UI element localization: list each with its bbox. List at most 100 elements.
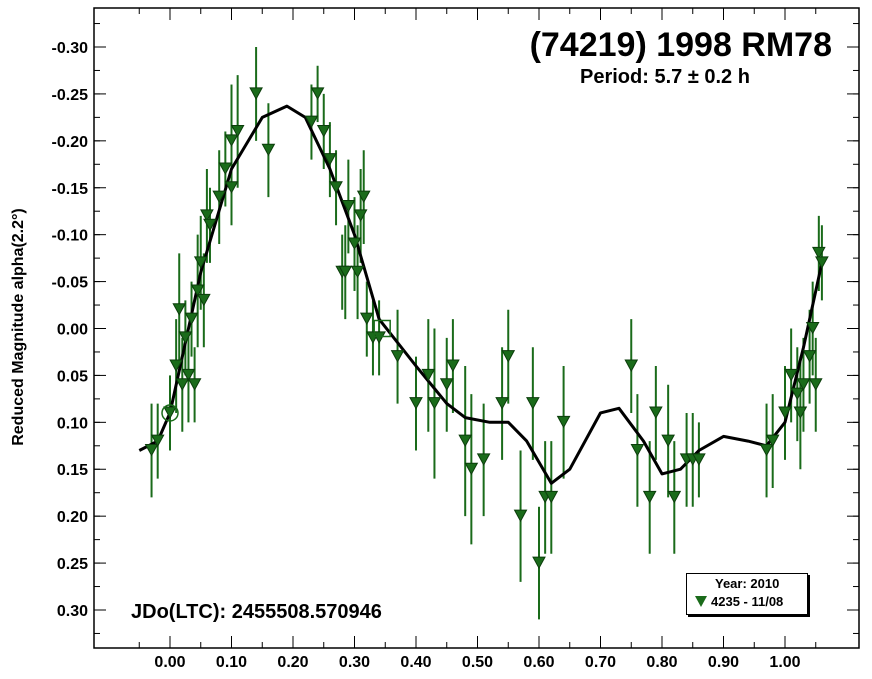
chart-title: (74219) 1998 RM78 [529,26,832,64]
data-point [224,181,239,194]
data-point [793,406,808,419]
data-point [190,284,205,298]
data-point [692,453,706,466]
data-point [304,115,319,129]
data-point [759,443,774,457]
y-tick-label: -0.20 [52,134,89,151]
y-tick-label: 0.00 [57,322,88,339]
data-point [458,434,473,448]
data-point [778,406,792,419]
x-tick-label: 0.80 [646,654,677,671]
last-point-marker [373,319,391,338]
data-point [501,350,516,363]
data-point [359,312,374,326]
data-point [790,387,805,401]
data-point [446,359,460,373]
y-tick-label: -0.30 [52,40,89,57]
data-point [218,162,233,176]
x-tick-label: 0.40 [400,654,431,671]
data-point [815,256,829,269]
data-point [187,378,202,391]
y-tick-label: -0.25 [52,87,89,104]
y-tick-label: 0.25 [57,556,88,573]
data-point [341,200,356,213]
data-point [427,397,442,410]
y-tick-label: 0.20 [57,509,88,526]
y-tick-label: 0.30 [57,603,88,620]
data-point [169,359,183,373]
data-point [261,143,276,157]
x-tick-label: 0.70 [585,654,616,671]
data-point [630,443,645,457]
data-point [765,434,780,448]
y-tick-label: -0.15 [52,181,89,198]
y-axis-label: Reduced Magnitude alpha(2.2°) [10,208,27,446]
data-point [212,190,227,204]
data-point [649,406,663,419]
data-point [144,443,159,457]
data-point [784,368,798,382]
data-point [224,134,239,147]
y-tick-label: 0.05 [57,368,88,385]
data-point [338,265,353,279]
x-tick-label: 0.90 [708,654,739,671]
data-point [544,490,559,504]
data-point [805,322,820,335]
data-point [661,434,675,448]
fourier-fit-curve [138,104,824,485]
data-point [556,415,571,429]
data-point [193,256,208,269]
data-point [476,453,491,466]
data-point [347,237,362,251]
x-tick-label: 0.10 [216,654,247,671]
data-point [356,190,371,204]
data-point [350,265,365,279]
data-point [196,293,211,307]
x-tick-label: 0.20 [277,654,308,671]
data-point [802,350,817,363]
data-point [200,209,214,222]
data-point [513,509,528,523]
data-point [163,406,177,419]
data-point [372,331,386,344]
data-point [203,218,217,232]
data-point [329,181,343,194]
data-point [667,490,682,504]
data-point [624,359,639,373]
data-point [150,434,165,448]
data-point [184,312,199,326]
data-point [532,556,546,570]
data-point [316,124,331,138]
data-point [796,378,811,391]
x-tick-label: 1.00 [769,654,800,671]
data-point [811,246,826,260]
data-point [495,397,509,410]
data-point [175,378,190,391]
x-tick-label: 0.60 [523,654,554,671]
data-point [808,378,823,391]
y-tick-label: -0.05 [52,275,89,292]
x-tick-label: 0.00 [154,654,185,671]
legend-box: Year: 2010 4235 - 11/08 [686,573,808,615]
y-tick-label: 0.15 [57,462,88,479]
data-point [464,462,479,476]
first-point-marker [161,404,179,422]
legend-entry: 4235 - 11/08 [711,594,784,609]
y-tick-label: -0.10 [52,228,89,245]
x-tick-label: 0.30 [339,654,370,671]
data-point [310,87,325,100]
data-point [439,378,454,391]
legend-triangle-icon [695,596,707,607]
legend-title: Year: 2010 [715,576,780,591]
data-point [421,368,436,382]
data-point [526,397,540,410]
jdo-annotation: JDo(LTC): 2455508.570946 [131,601,382,623]
data-point [409,397,423,410]
plot-frame [93,7,860,649]
data-point [181,368,196,382]
data-point [172,303,187,316]
x-tick-label: 0.50 [462,654,493,671]
y-tick-label: 0.10 [57,415,88,432]
data-point [178,331,193,344]
data-point [642,490,657,504]
